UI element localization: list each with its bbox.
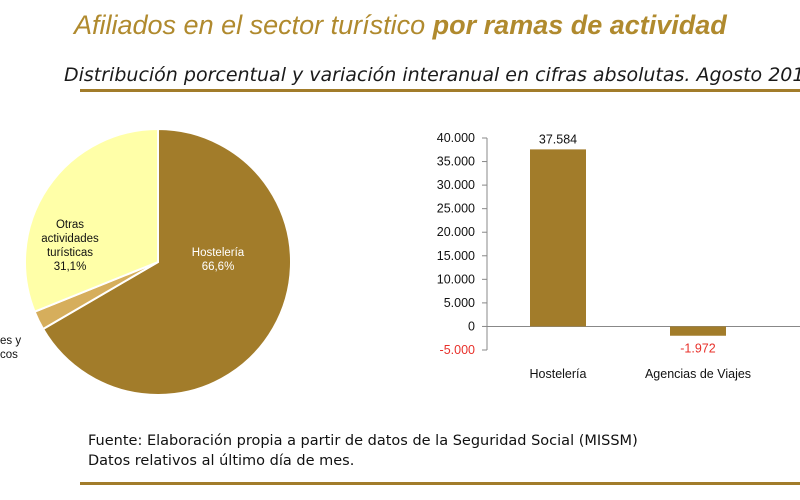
x-category-label: Agencias de Viajes [645, 367, 751, 381]
pie-label-otras: turísticas [47, 247, 93, 259]
pie-slice-otras [24, 127, 159, 314]
top-divider [80, 89, 800, 92]
footnote: Fuente: Elaboración propia a partir de d… [88, 431, 638, 471]
source-note: Fuente: Elaboración propia a partir de d… [88, 433, 638, 449]
pie-chart: Hostelería 66,6% Otras actividades turística… [0, 127, 292, 396]
y-tick-label: 40.000 [437, 131, 475, 145]
pie-label-hosteleria: 66,6% [202, 261, 235, 273]
y-tick-label: 20.000 [437, 225, 475, 239]
pie-label-hosteleria: Hostelería [192, 247, 245, 259]
pie-label-agencias: es y [0, 335, 21, 347]
y-tick-label: 10.000 [437, 272, 475, 286]
page-title: Afiliados en el sector turístico por ram… [74, 10, 727, 41]
bar-data-label: -1.972 [680, 342, 715, 356]
pie-label-otras: actividades [41, 233, 99, 245]
page-subtitle: Distribución porcentual y variación inte… [64, 64, 800, 86]
y-tick-label: -5.000 [440, 343, 475, 357]
pie-label-otras: 31,1% [54, 261, 87, 273]
y-tick-label: 25.000 [437, 202, 475, 216]
data-note: Datos relativos al último día de mes. [88, 453, 355, 469]
bar-hosteleria [530, 149, 586, 327]
pie-label-otras: Otras [56, 219, 84, 231]
bar-agencias [670, 326, 726, 336]
pie-label-agencias: cos [0, 349, 18, 361]
bottom-divider [80, 482, 800, 485]
y-tick-label: 30.000 [437, 178, 475, 192]
y-tick-label: 0 [468, 319, 475, 333]
bar-chart: -5.000 0 5.000 10.000 15.000 20.000 25.000 30.0… [437, 131, 800, 381]
pie-slice-hosteleria [41, 127, 292, 396]
y-tick-label: 35.000 [437, 155, 475, 169]
bar-data-label: 37.584 [539, 132, 577, 146]
title-part-regular: Afiliados en el sector turístico [74, 10, 433, 40]
title-part-bold: por ramas de actividad [432, 10, 727, 40]
y-tick-label: 5.000 [444, 296, 475, 310]
x-category-label: Hostelería [530, 367, 587, 381]
y-tick-label: 15.000 [437, 249, 475, 263]
